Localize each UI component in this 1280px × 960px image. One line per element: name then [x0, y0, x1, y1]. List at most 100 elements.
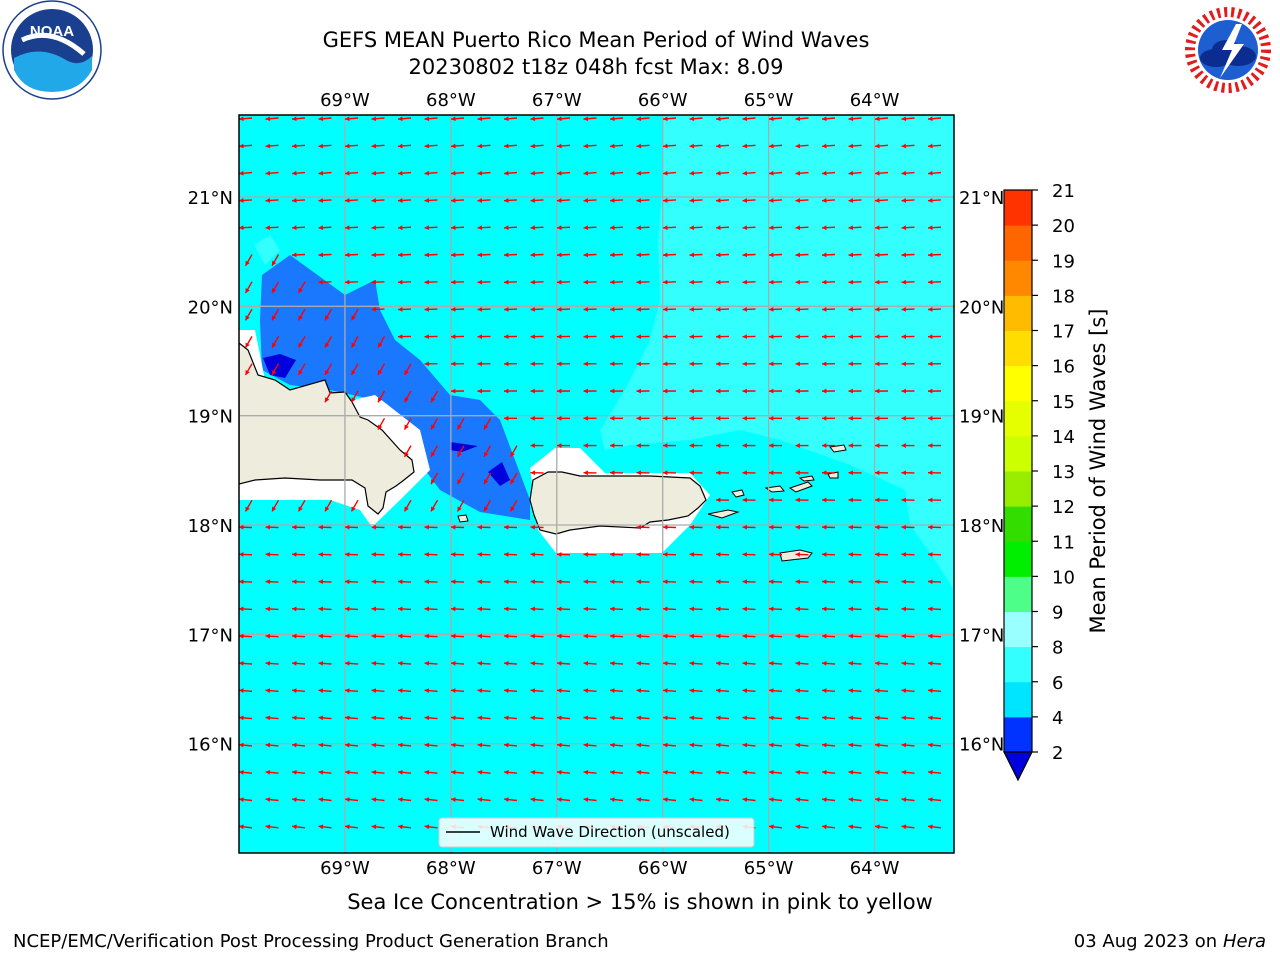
wind-wave-arrow-head [424, 143, 430, 149]
wind-wave-arrow-head [557, 797, 562, 802]
wind-wave-arrow-head [345, 606, 350, 612]
wind-wave-arrow-head [663, 225, 668, 231]
wind-wave-arrow-head [875, 334, 880, 340]
wind-wave-arrow-head [345, 688, 350, 694]
wind-wave-arrow-head [504, 334, 509, 340]
wind-wave-arrow-head [742, 279, 747, 285]
wind-wave-arrow-head [371, 606, 377, 612]
wind-wave-arrow-head [742, 170, 748, 176]
wind-wave-arrow-head [663, 388, 668, 394]
wind-wave-arrow-head [875, 552, 880, 557]
wind-wave-arrow-head [431, 506, 436, 512]
colorbar-segment [1004, 365, 1032, 402]
wind-wave-arrow-head [451, 306, 456, 312]
wind-wave-arrow-head [371, 306, 376, 312]
wind-wave-arrow-head [689, 443, 694, 448]
wind-wave-arrow-head [504, 388, 509, 394]
lat-tick-label-left: 21°N [188, 188, 233, 209]
wind-wave-arrow-head [875, 497, 880, 503]
wind-wave-arrow-head [292, 606, 297, 612]
wind-wave-arrow-head [265, 742, 271, 748]
wind-wave-arrow-head [795, 388, 800, 394]
colorbar-tick-label: 21 [1052, 181, 1075, 202]
wind-wave-arrow-head [636, 524, 641, 530]
wind-wave-arrow-head [689, 606, 695, 612]
wind-wave-arrow-head [716, 579, 721, 585]
wind-wave-arrow-head [636, 606, 642, 612]
wind-wave-arrow-head [875, 824, 880, 830]
wind-wave-arrow-head [504, 769, 509, 775]
wind-wave-arrow-head [272, 260, 277, 266]
wind-wave-arrow-head [371, 579, 377, 585]
wind-wave-arrow-head [795, 633, 801, 639]
wind-wave-arrow-head [371, 252, 377, 258]
wind-wave-arrow-head [901, 306, 906, 312]
wind-wave-arrow-head [795, 306, 800, 312]
wind-wave-arrow-head [928, 715, 933, 721]
wind-wave-arrow-head [716, 388, 721, 394]
wind-wave-arrow-head [351, 342, 356, 348]
wind-wave-arrow-head [477, 279, 482, 285]
wind-wave-arrow-head [530, 524, 535, 530]
lon-tick-label-top: 65°W [744, 90, 794, 111]
colorbar-segment [1004, 225, 1032, 261]
wind-wave-arrow-head [875, 633, 880, 639]
wind-wave-arrow-head [901, 715, 907, 721]
wind-wave-arrow-head [742, 497, 747, 503]
period-contour-below2-a [263, 354, 296, 378]
wind-wave-arrow-head [742, 524, 747, 530]
wind-wave-arrow-head [457, 506, 462, 512]
wind-wave-arrow-head [345, 715, 350, 721]
wind-wave-arrow-head [398, 742, 403, 748]
wind-wave-arrow-head [318, 252, 324, 258]
wind-wave-arrow-head [510, 479, 515, 485]
wind-wave-arrow-head [504, 524, 509, 530]
wind-wave-arrow-head [663, 797, 668, 802]
wind-wave-arrow-head [795, 252, 801, 258]
wind-wave-arrow-head [504, 361, 509, 367]
map-frame [238, 114, 955, 854]
wind-wave-arrow-head [928, 388, 933, 394]
wind-wave-arrow-head [239, 143, 244, 149]
wind-wave-arrow-head [610, 552, 615, 557]
wind-wave-arrow-head [742, 225, 748, 231]
wind-wave-arrow-head [265, 797, 271, 802]
wind-wave-arrow-head [689, 306, 694, 312]
wind-wave-arrow-head [901, 198, 907, 203]
wind-wave-arrow-head [371, 688, 377, 694]
wind-wave-arrow-head [822, 797, 827, 802]
wind-wave-arrow-head [901, 579, 907, 585]
wind-wave-arrow-head [795, 606, 801, 612]
wind-wave-arrow-head [795, 497, 800, 503]
wind-wave-arrow-head [689, 715, 695, 721]
wind-wave-arrow-head [610, 334, 615, 340]
wind-wave-arrow-head [822, 606, 827, 612]
wind-wave-arrow-head [239, 524, 244, 530]
wind-wave-arrow-head [451, 579, 456, 585]
wind-wave-arrow-head [875, 388, 880, 394]
wind-wave-arrow-head [636, 198, 642, 203]
lat-tick-label-right: 17°N [959, 625, 1004, 646]
wind-wave-arrow-head [795, 415, 800, 421]
wind-wave-arrow-head [742, 388, 747, 394]
wind-wave-arrow-head [848, 143, 854, 149]
wind-wave-arrow-head [477, 361, 482, 367]
wind-wave-arrow-head [663, 688, 668, 694]
wind-wave-arrow-head [504, 252, 509, 258]
wind-wave-arrow-head [424, 225, 430, 231]
wind-wave-arrow-head [292, 715, 297, 721]
land-tortola [788, 481, 813, 493]
wind-wave-arrow-head [424, 606, 430, 612]
colorbar-under-extension [1003, 751, 1033, 782]
wind-wave-arrow-head [345, 797, 350, 802]
wind-wave-arrow-head [292, 143, 297, 149]
wind-wave-arrow-head [504, 143, 509, 149]
wind-wave-arrow-head [477, 742, 483, 748]
wind-wave-arrow-head [345, 279, 350, 285]
wind-wave-arrow-head [875, 606, 880, 612]
wind-wave-arrow-head [848, 524, 853, 530]
wind-wave-arrow-head [716, 116, 721, 122]
wind-wave-arrow-head [530, 579, 536, 585]
wind-wave-arrow-head [928, 470, 933, 476]
wind-wave-arrow-head [318, 633, 324, 639]
